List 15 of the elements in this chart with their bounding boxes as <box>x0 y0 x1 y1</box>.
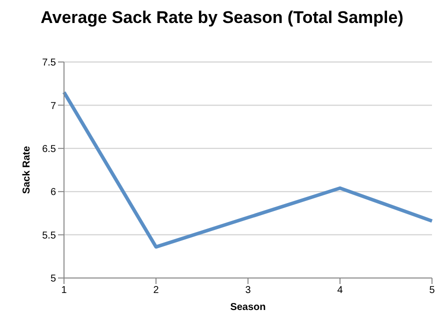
x-tick-label: 2 <box>153 285 160 296</box>
x-tick-label: 3 <box>245 285 252 296</box>
chart-title: Average Sack Rate by Season (Total Sample) <box>40 8 404 29</box>
y-tick-label: 7.5 <box>42 58 56 69</box>
x-tick-label: 1 <box>61 285 68 296</box>
line-series <box>62 90 434 249</box>
y-tick-label: 6 <box>50 187 56 198</box>
y-tick-label: 5.5 <box>42 230 56 242</box>
y-tick-label: 5 <box>50 274 56 285</box>
y-tick-label: 6.5 <box>42 144 56 155</box>
x-axis-title: Season <box>230 302 266 313</box>
x-tick-label: 5 <box>429 285 436 296</box>
x-tick-label: 4 <box>337 285 344 296</box>
y-tick-label: 7 <box>50 100 56 112</box>
y-axis-title: Sack Rate <box>22 146 33 194</box>
